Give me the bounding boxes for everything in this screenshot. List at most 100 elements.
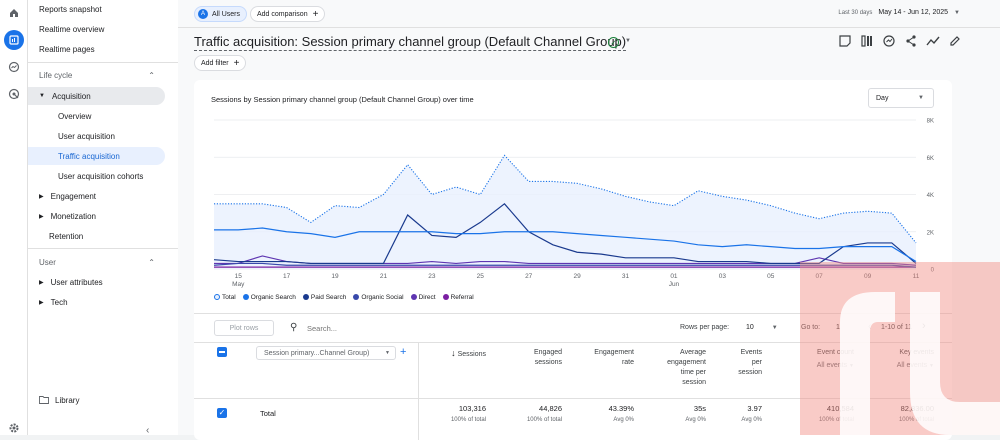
total-sessions: 103,316 <box>458 404 486 413</box>
nav-library[interactable]: Library <box>28 391 165 409</box>
granularity-dropdown[interactable]: Day ▼ <box>868 88 934 108</box>
legend-item[interactable]: Organic Social <box>353 294 404 301</box>
legend-item[interactable]: Referral <box>442 294 474 301</box>
dimension-header: Session primary...Channel Group) <box>264 349 370 357</box>
nav-user-acquisition[interactable]: User acquisition <box>58 131 115 141</box>
legend-item[interactable]: Paid Search <box>302 294 347 301</box>
insights-icon[interactable] <box>882 34 896 48</box>
collapse-sidebar-icon[interactable]: ‹ <box>146 425 150 436</box>
event-filter-label: All events <box>816 362 848 369</box>
segment-chip-all-users[interactable]: A All Users <box>194 6 248 22</box>
col-header-sessions[interactable]: ↓ Sessions <box>436 348 486 360</box>
nav-engagement[interactable]: ▶ Engagement <box>28 187 165 205</box>
nav-realtime-pages[interactable]: Realtime pages <box>39 44 95 54</box>
report-main: A All Users Add comparison + Last 30 day… <box>178 0 1000 440</box>
legend-item[interactable]: Organic Search <box>242 294 296 301</box>
pagination-range: 1-10 of 11 <box>881 324 913 331</box>
chart-legend: Total Organic Search Paid Search Organic So… <box>214 294 474 301</box>
total-row-checkbox[interactable]: ✓ <box>217 408 227 418</box>
nav-traffic-acquisition[interactable]: Traffic acquisition <box>28 147 165 165</box>
minus-icon <box>219 351 225 353</box>
total-area <box>214 155 916 269</box>
divider <box>194 398 952 399</box>
trend-icon[interactable] <box>926 34 940 48</box>
col-header-avg-engagement-time[interactable]: Average engagement time per session <box>667 349 706 386</box>
col-header-engagement-rate[interactable]: Engagement rate <box>594 349 634 366</box>
nav-tech[interactable]: ▶ Tech <box>28 293 165 311</box>
total-avg-engagement-time-avg: Avg 0% <box>685 417 706 423</box>
chevron-up-icon: ⌃ <box>148 70 155 80</box>
caret-down-icon[interactable]: ▼ <box>625 38 631 44</box>
compare-columns-icon[interactable] <box>860 34 874 48</box>
total-events-per-session-avg: Avg 0% <box>741 417 762 423</box>
nav-user-attributes[interactable]: ▶ User attributes <box>28 273 165 291</box>
rows-per-page-label: Rows per page: <box>680 324 730 331</box>
lifecycle-section-header[interactable]: Life cycle ⌃ <box>28 66 165 84</box>
add-dimension-icon[interactable]: + <box>400 346 407 358</box>
nav-acquisition[interactable]: ▼ Acquisition <box>28 87 165 105</box>
nav-reports-snapshot[interactable]: Reports snapshot <box>39 4 102 14</box>
page-title[interactable]: Traffic acquisition: Session primary cha… <box>194 34 627 51</box>
plot-rows-button[interactable]: Plot rows <box>214 320 274 336</box>
nav-retention[interactable]: Retention <box>49 231 84 241</box>
add-comparison-button[interactable]: Add comparison + <box>250 6 326 22</box>
legend-swatch-icon <box>242 294 249 300</box>
user-section-header[interactable]: User ⌃ <box>28 253 165 271</box>
col-header-engaged-sessions[interactable]: Engaged sessions <box>533 349 562 366</box>
go-to-input[interactable]: 1 <box>836 324 840 331</box>
library-label: Library <box>55 395 80 405</box>
series-line-paid-search <box>213 202 917 265</box>
total-engaged-sessions-pct: 100% of total <box>526 417 562 423</box>
sort-arrow-down-icon: ↓ <box>451 348 456 358</box>
segment-label: All Users <box>212 10 241 18</box>
select-all-checkbox[interactable] <box>217 347 227 357</box>
divider <box>178 27 1000 28</box>
go-to-label: Go to: <box>801 324 821 331</box>
add-filter-button[interactable]: Add filter + <box>194 55 247 71</box>
x-tick-label: 25 <box>477 273 485 280</box>
nav-user-acquisition-cohorts[interactable]: User acquisition cohorts <box>58 171 144 181</box>
x-tick-label: 01 <box>670 273 678 280</box>
rows-per-page-select[interactable]: 10 ▼ <box>746 324 778 331</box>
nav-realtime-overview[interactable]: Realtime overview <box>39 24 105 34</box>
table-search-input[interactable] <box>307 321 457 335</box>
date-range-value: May 14 - Jun 12, 2025 <box>878 9 949 16</box>
total-key-events-pct: 100% of total <box>898 417 934 423</box>
x-tick-label: 31 <box>622 273 630 280</box>
total-event-count-pct: 100% of total <box>818 417 854 423</box>
date-range-prefix: Last 30 days <box>838 9 873 16</box>
edit-pencil-icon[interactable] <box>948 34 962 48</box>
chevron-up-icon: ⌃ <box>148 257 155 267</box>
caret-down-icon: ▼ <box>954 9 960 16</box>
y-tick-label: 4K <box>927 193 934 199</box>
nav-acquisition-overview[interactable]: Overview <box>58 111 92 121</box>
legend-swatch-icon <box>302 294 309 300</box>
divider <box>418 342 419 440</box>
advertising-icon[interactable] <box>4 84 24 104</box>
date-range-picker[interactable]: Last 30 days May 14 - Jun 12, 2025 ▼ <box>838 9 960 16</box>
caret-right-icon: ▶ <box>39 193 44 200</box>
settings-icon[interactable] <box>4 418 24 438</box>
caret-right-icon: ▶ <box>39 299 44 306</box>
dimension-selector[interactable]: Session primary...Channel Group) ▼ <box>256 346 396 360</box>
logo-watermark-icon <box>800 262 1000 435</box>
plus-icon: + <box>233 57 240 69</box>
divider <box>28 62 178 63</box>
add-filter-label: Add filter <box>201 59 229 67</box>
reports-icon[interactable] <box>4 30 24 50</box>
reports-sidebar: Reports snapshot Realtime overview Realt… <box>28 0 178 436</box>
home-icon[interactable] <box>4 3 24 23</box>
col-header-events-per-session[interactable]: Events per session <box>738 349 762 376</box>
note-icon[interactable] <box>838 34 852 48</box>
nav-monetization[interactable]: ▶ Monetization <box>28 207 165 225</box>
explore-icon[interactable] <box>4 57 24 77</box>
legend-label: Paid Search <box>310 294 347 301</box>
caret-down-icon: ▼ <box>918 95 924 101</box>
share-icon[interactable] <box>904 34 918 48</box>
check-circle-icon: ✓ <box>608 37 619 48</box>
legend-item[interactable]: Total <box>214 294 236 301</box>
total-sessions-pct: 100% of total <box>450 417 486 423</box>
legend-swatch-icon <box>353 294 360 300</box>
legend-item[interactable]: Direct <box>410 294 436 301</box>
